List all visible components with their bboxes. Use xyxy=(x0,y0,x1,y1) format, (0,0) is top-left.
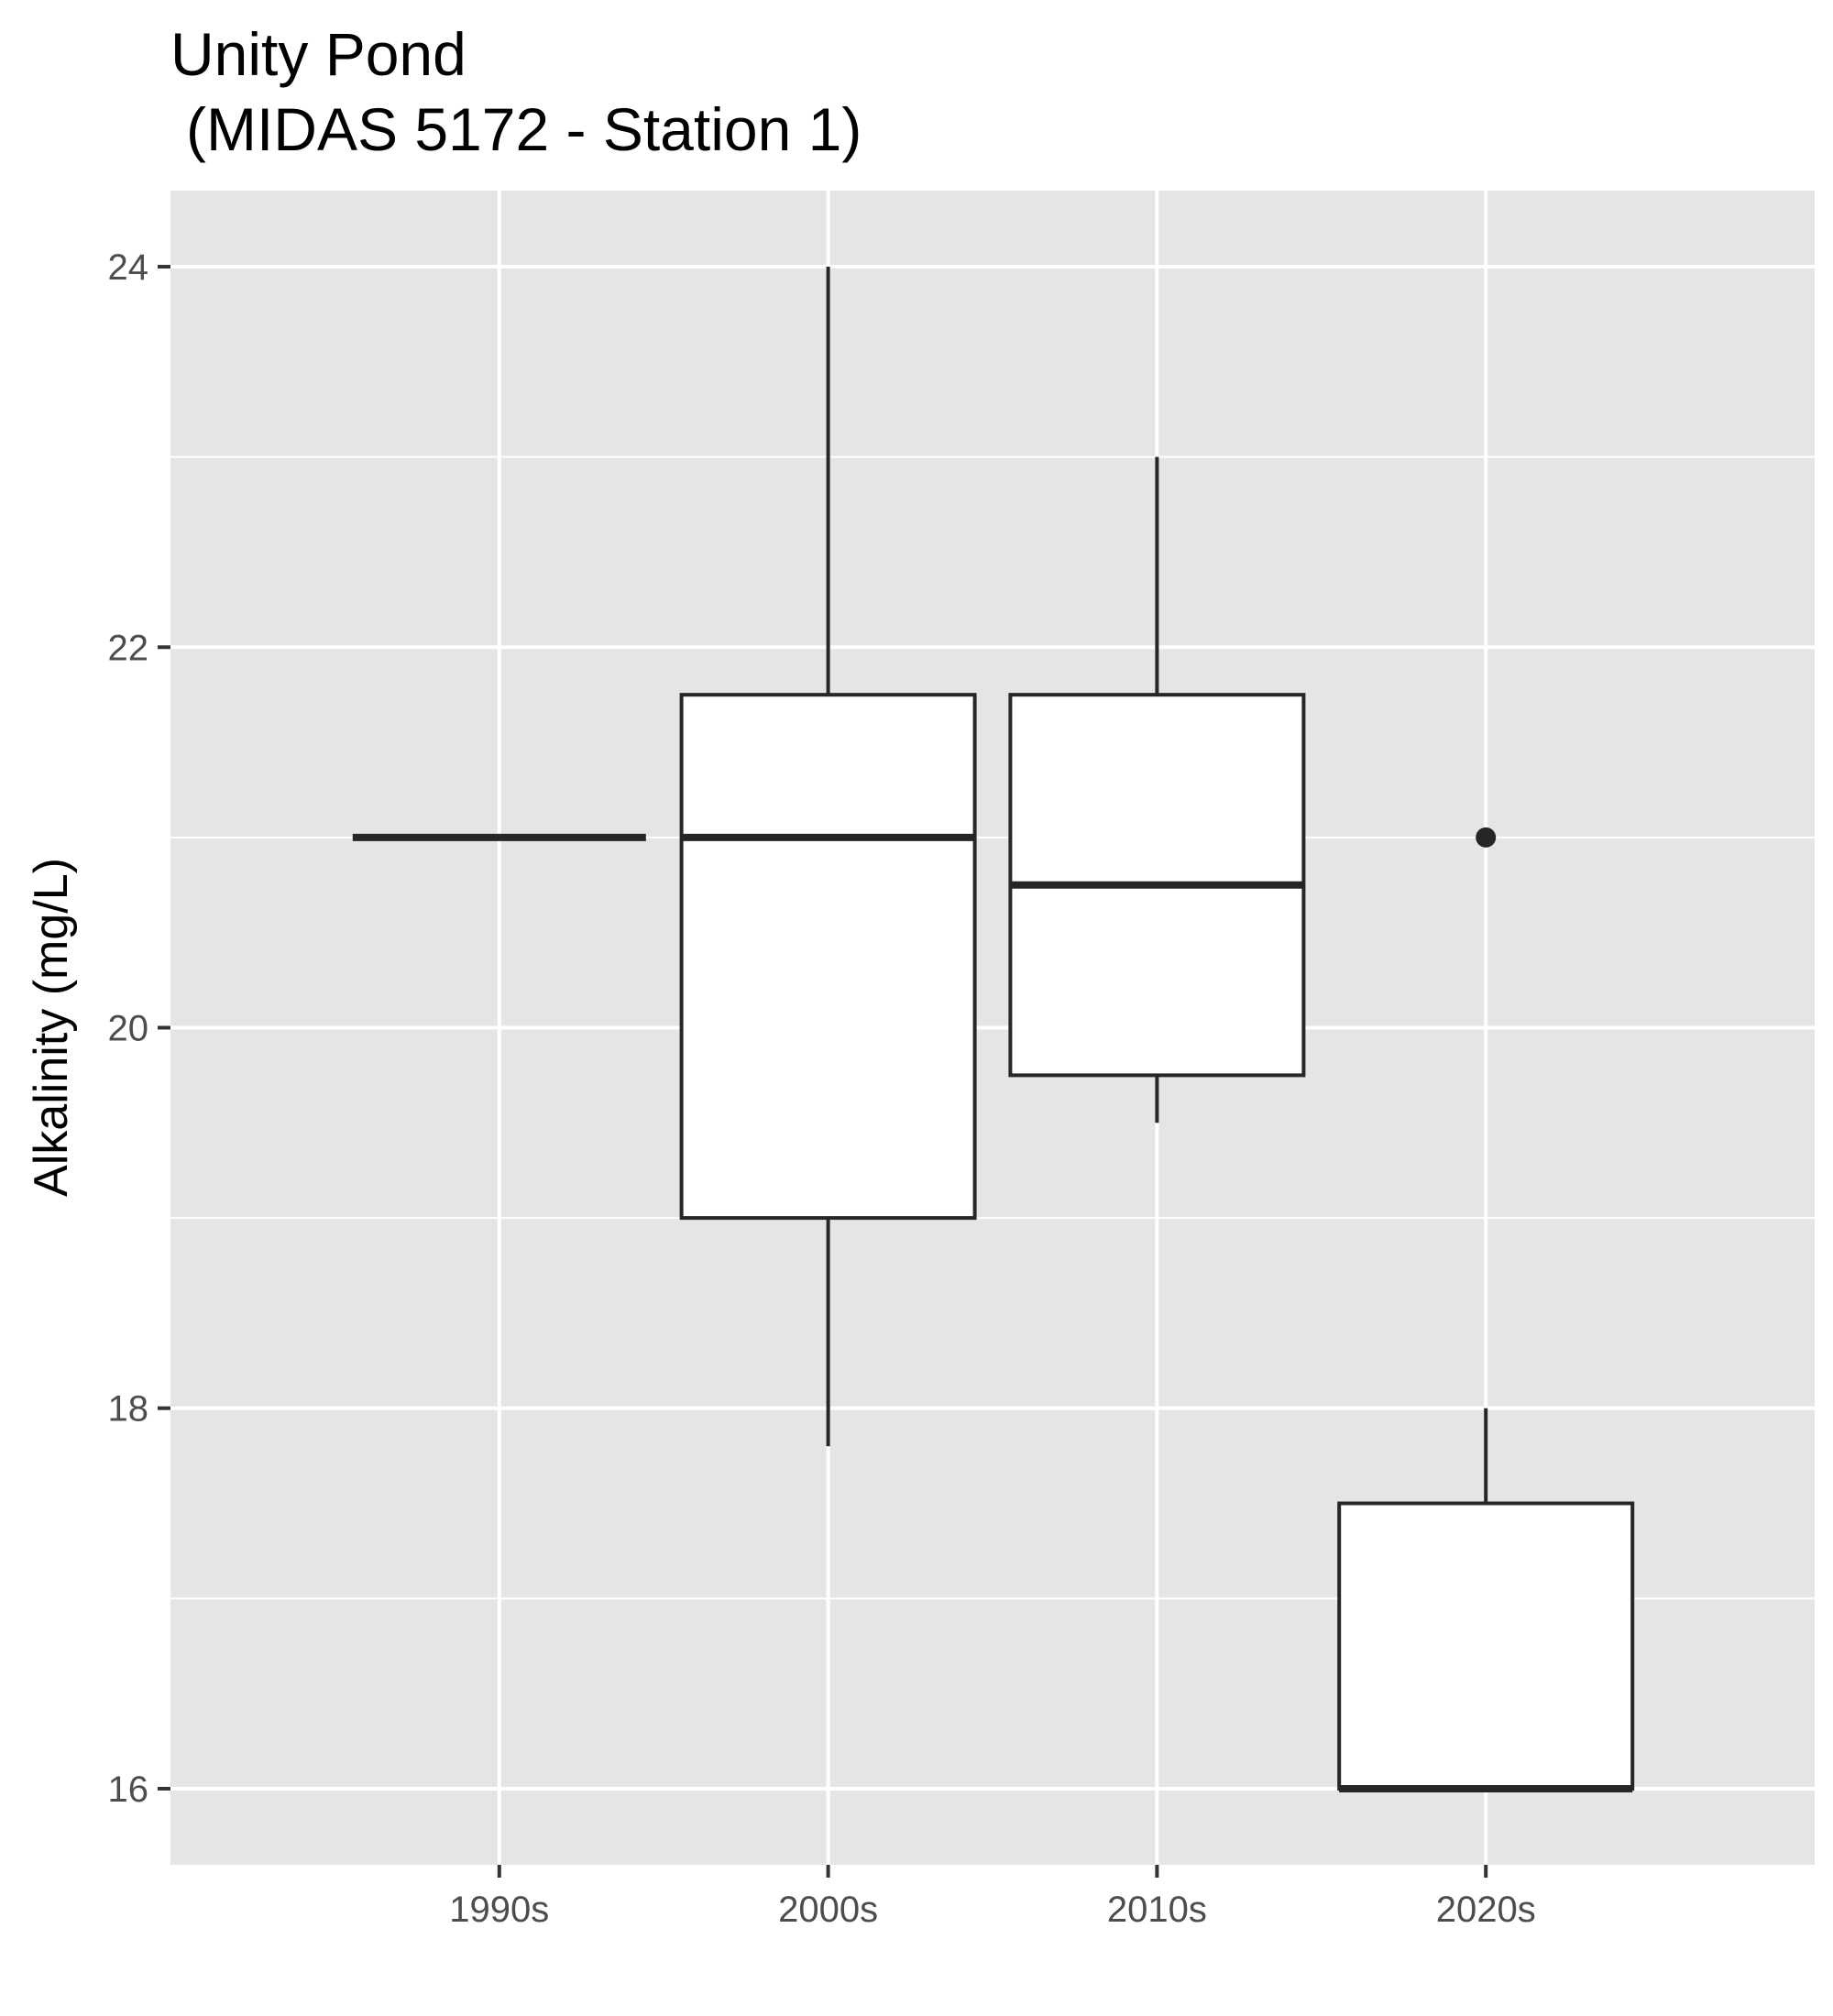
outlier-point xyxy=(1476,827,1497,848)
x-tick-label: 2000s xyxy=(778,1890,878,1930)
y-tick-label: 18 xyxy=(108,1389,149,1430)
box-2000s xyxy=(679,267,977,1447)
y-tick-label: 24 xyxy=(108,247,149,288)
chart-title-line2: (MIDAS 5172 - Station 1) xyxy=(186,95,862,163)
axis-layer: 16 18 20 22 24 1990s 2000s 2010s 2020s xyxy=(108,247,1536,1930)
box-2010s xyxy=(1008,456,1306,1123)
x-tick-label: 2010s xyxy=(1107,1890,1207,1930)
y-axis-label: Alkalinity (mg/L) xyxy=(25,858,78,1197)
y-tick-label: 16 xyxy=(108,1769,149,1810)
box-2020s xyxy=(1337,827,1635,1792)
y-tick-label: 20 xyxy=(108,1009,149,1049)
y-tick-label: 22 xyxy=(108,628,149,668)
box-layer xyxy=(352,267,1635,1792)
chart-title-line1: Unity Pond xyxy=(170,20,466,88)
iqr-box xyxy=(679,693,977,1221)
x-tick-label: 2020s xyxy=(1436,1890,1536,1930)
x-tick-label: 1990s xyxy=(449,1890,549,1930)
iqr-box xyxy=(1337,1501,1635,1791)
